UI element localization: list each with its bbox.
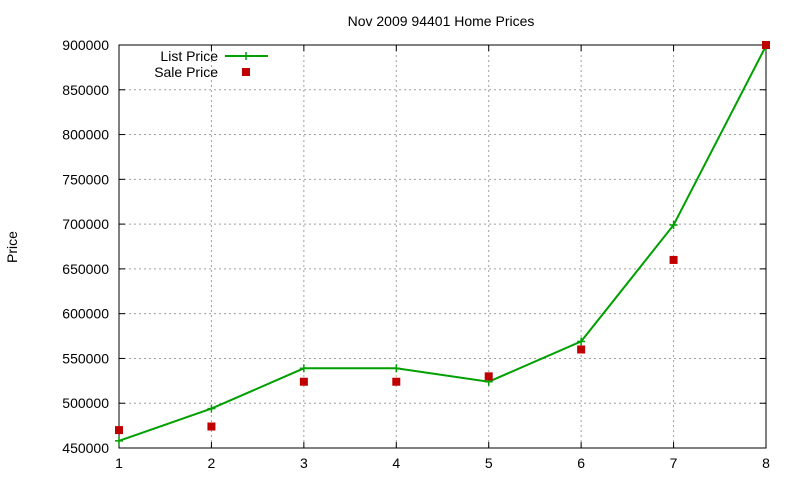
legend-label-sale-price: Sale Price <box>154 64 218 80</box>
legend-marker-list-price <box>242 52 250 60</box>
y-tick-label: 800000 <box>62 127 109 143</box>
y-tick-label: 650000 <box>62 261 109 277</box>
sale-price-point <box>207 422 216 431</box>
legend-swatch-sale-price <box>242 68 250 76</box>
sale-price-point <box>392 377 401 386</box>
y-tick-label: 850000 <box>62 82 109 98</box>
list-price-point <box>207 404 216 413</box>
y-tick-label: 900000 <box>62 37 109 53</box>
chart-title: Nov 2009 94401 Home Prices <box>348 13 535 29</box>
y-axis-label: Price <box>4 231 20 263</box>
x-tick-label: 3 <box>300 455 308 471</box>
list-price-point <box>669 221 678 230</box>
list-price-point <box>392 364 401 373</box>
x-tick-label: 2 <box>208 455 216 471</box>
x-tick-label: 5 <box>485 455 493 471</box>
sale-price-point <box>299 377 308 386</box>
x-tick-label: 1 <box>115 455 123 471</box>
y-tick-label: 700000 <box>62 216 109 232</box>
y-tick-label: 750000 <box>62 171 109 187</box>
list-price-point <box>299 364 308 373</box>
axis-ticks: 450000 500000 550000 600000 650000 700000 7500… <box>62 37 770 471</box>
y-tick-label: 550000 <box>62 350 109 366</box>
x-tick-label: 8 <box>762 455 770 471</box>
sale-price-point <box>577 345 586 354</box>
series-layer <box>115 41 770 445</box>
x-tick-label: 7 <box>670 455 678 471</box>
y-tick-label: 500000 <box>62 395 109 411</box>
sale-price-point <box>484 372 493 381</box>
list-price-line <box>118 45 767 442</box>
series-sale-price <box>115 41 770 435</box>
plot-border <box>118 44 767 449</box>
list-price-point <box>115 436 123 445</box>
y-tick-label: 600000 <box>62 306 109 322</box>
legend-label-list-price: List Price <box>160 48 218 64</box>
sale-price-point <box>762 41 770 49</box>
list-price-point <box>577 337 586 346</box>
x-tick-label: 4 <box>392 455 400 471</box>
x-tick-label: 6 <box>577 455 585 471</box>
y-tick-label: 450000 <box>62 440 109 456</box>
sale-price-point <box>115 426 123 435</box>
sale-price-point <box>669 255 678 264</box>
